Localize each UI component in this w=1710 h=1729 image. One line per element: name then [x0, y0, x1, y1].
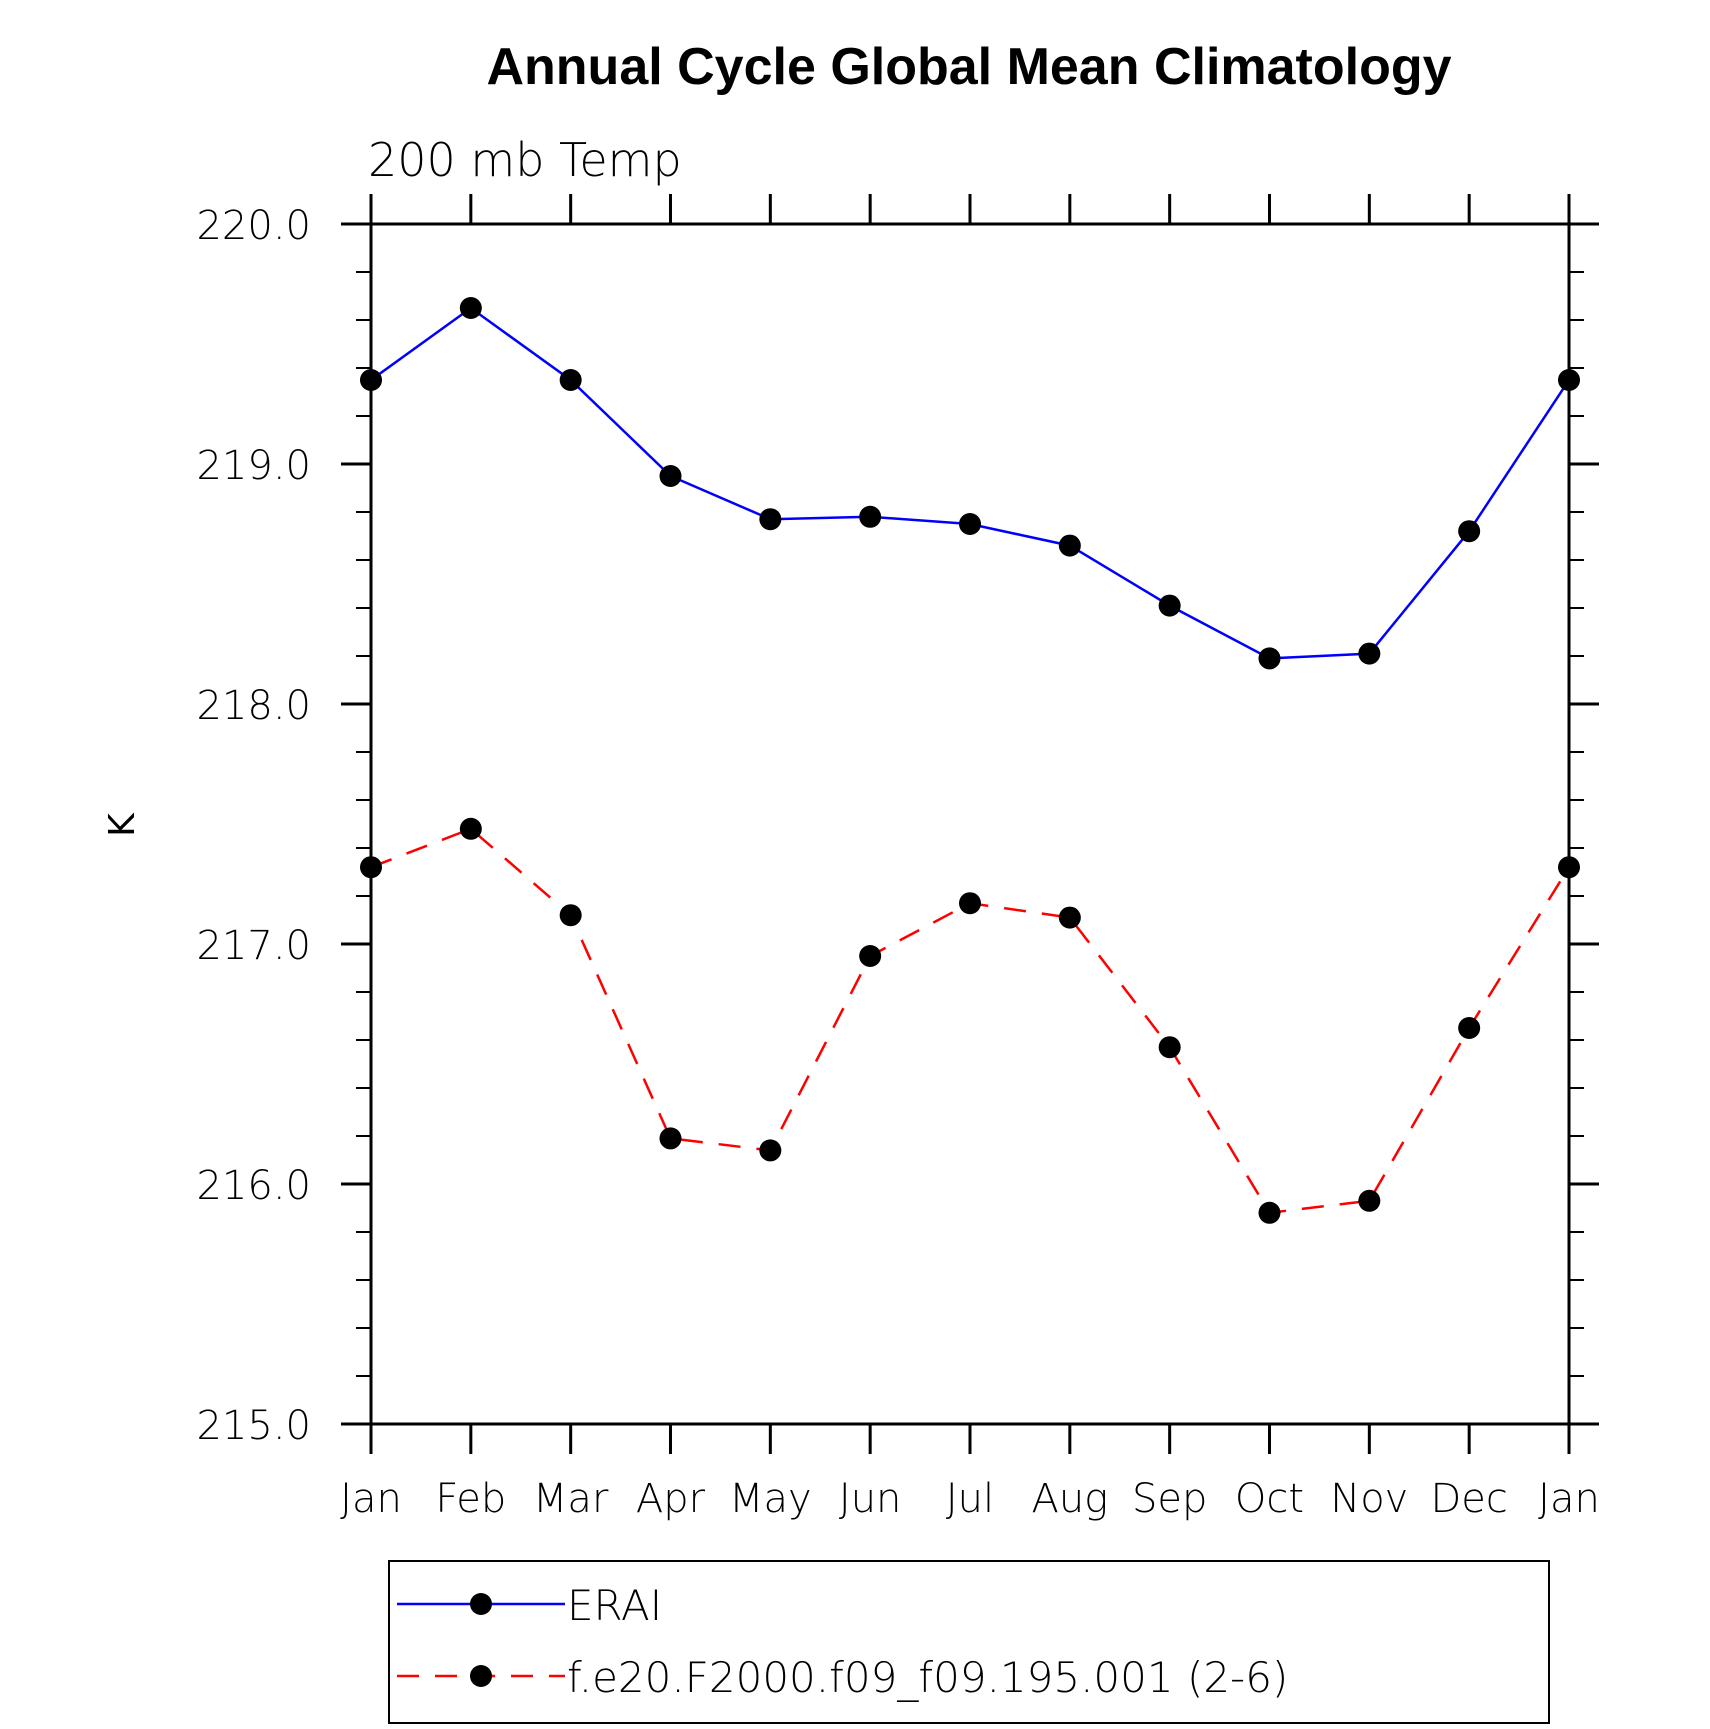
x-tick-label: Jan: [1538, 1476, 1600, 1522]
data-point-erai: [659, 465, 682, 487]
data-point-model: [459, 817, 482, 840]
legend-model-marker: [470, 1665, 492, 1687]
x-tick-label: Nov: [1330, 1476, 1408, 1522]
data-point-erai: [1358, 642, 1381, 665]
y-axis-label: K: [102, 812, 143, 837]
y-tick-label: 216.0: [196, 1163, 311, 1209]
data-point-model: [559, 904, 582, 927]
data-point-model: [859, 945, 882, 967]
data-point-erai: [559, 369, 582, 391]
y-tick-label: 217.0: [196, 923, 311, 969]
legend-erai-marker: [470, 1593, 492, 1615]
data-point-model: [1458, 1017, 1481, 1039]
x-tick-label: Sep: [1132, 1476, 1207, 1522]
data-point-model: [360, 856, 382, 879]
y-tick-label: 215.0: [196, 1403, 311, 1449]
chart-subtitle: 200 mb Temp: [368, 133, 682, 187]
series-line-erai: [370, 306, 1571, 660]
legend: ERAI f.e20.F2000.f09_f09.195.001 (2-6): [388, 1560, 1550, 1724]
data-point-erai: [1058, 534, 1081, 557]
data-point-model: [1558, 856, 1580, 879]
data-point-erai: [759, 508, 782, 531]
chart-title: Annual Cycle Global Mean Climatology: [486, 38, 1451, 96]
legend-erai-label: ERAI: [567, 1581, 662, 1630]
series-layer: [360, 297, 1580, 1224]
series-line-model: [370, 827, 1571, 1215]
x-tick-label: Jun: [839, 1476, 902, 1522]
data-point-model: [1058, 906, 1081, 929]
data-point-model: [759, 1139, 782, 1162]
x-tick-label: Jul: [946, 1476, 994, 1522]
x-tick-label: Jan: [340, 1476, 402, 1522]
data-point-model: [1158, 1036, 1181, 1059]
y-tick-label: 220.0: [196, 203, 311, 249]
legend-box: [388, 1560, 1550, 1724]
data-point-model: [659, 1127, 682, 1150]
x-tick-label: Aug: [1031, 1476, 1108, 1522]
data-point-erai: [1558, 369, 1580, 391]
data-point-erai: [859, 505, 882, 528]
data-point-erai: [1258, 647, 1281, 670]
data-point-model: [1258, 1201, 1281, 1224]
x-tick-label: Feb: [435, 1476, 506, 1522]
y-tick-label: 219.0: [196, 443, 311, 489]
x-tick-label: Oct: [1235, 1476, 1304, 1522]
axes: 215.0 216.0 217.0 218.0 219.0 220.0 Jan Feb Mar A…: [196, 194, 1600, 1522]
data-point-model: [1358, 1189, 1381, 1212]
data-point-erai: [459, 297, 482, 319]
data-point-erai: [360, 369, 382, 391]
legend-model-label: f.e20.F2000.f09_f09.195.001 (2-6): [567, 1653, 1288, 1702]
x-tick-label: Mar: [533, 1476, 609, 1522]
data-point-erai: [1158, 594, 1181, 617]
y-tick-label: 218.0: [196, 683, 311, 729]
x-tick-label: May: [729, 1476, 812, 1522]
data-point-model: [959, 892, 981, 915]
data-point-erai: [1458, 520, 1481, 543]
x-tick-label: Apr: [636, 1476, 706, 1522]
data-point-erai: [959, 513, 981, 535]
x-tick-label: Dec: [1430, 1476, 1507, 1522]
